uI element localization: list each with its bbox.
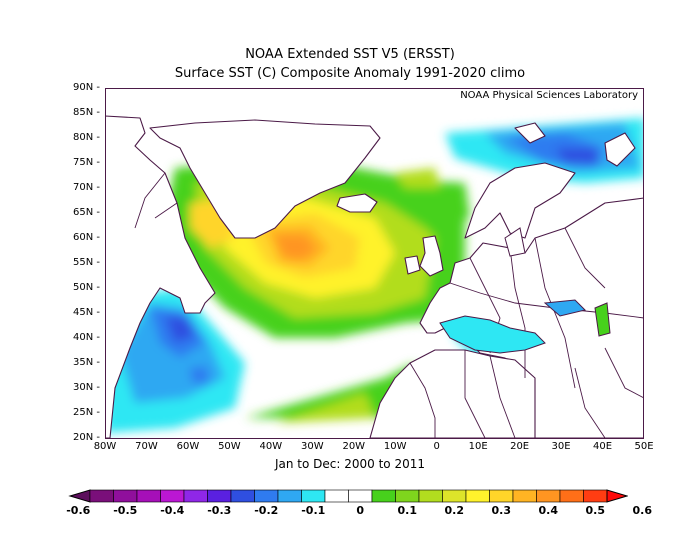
- land-masses: [105, 115, 644, 438]
- svalbard: [514, 122, 546, 144]
- lon-label: 80W: [93, 441, 117, 452]
- colorbar-swatch: [136, 489, 161, 503]
- colorbar-swatch: [465, 489, 490, 503]
- mediterranean-sea: [439, 315, 546, 354]
- colorbar-swatch: [254, 489, 279, 503]
- ireland: [404, 255, 421, 275]
- inland-seas: [439, 227, 611, 354]
- colorbar-swatch: [559, 489, 584, 503]
- colorbar-label: 0.6: [632, 504, 653, 517]
- lat-label: 30N -: [73, 382, 100, 393]
- lon-label: 0: [433, 441, 440, 452]
- lon-label: 60W: [176, 441, 200, 452]
- colorbar-label: -0.5: [113, 504, 138, 517]
- iceland: [336, 193, 378, 213]
- lat-label: 65N -: [73, 207, 100, 218]
- colorbar-swatch: [277, 489, 302, 503]
- colorbar-swatch: [442, 489, 467, 503]
- colorbar-swatch: [371, 489, 396, 503]
- scandinavia: [464, 162, 576, 239]
- lat-label: 85N -: [73, 107, 100, 118]
- lat-label: 55N -: [73, 257, 100, 268]
- black-sea: [543, 299, 586, 317]
- lon-label: 10E: [468, 441, 488, 452]
- map-title: NOAA Extended SST V5 (ERSST): [245, 47, 455, 62]
- great-britain: [419, 235, 444, 277]
- lon-label: 20W: [342, 441, 366, 452]
- novaya-zemlya: [604, 132, 636, 167]
- colorbar-label: 0.4: [538, 504, 559, 517]
- eurasia: [419, 197, 644, 438]
- north-america: [105, 115, 216, 438]
- lat-label: 75N -: [73, 157, 100, 168]
- colorbar-swatch: [160, 489, 185, 503]
- colorbar-swatch: [324, 489, 349, 503]
- lat-label: 20N -: [73, 432, 100, 443]
- colorbar-swatch: [583, 489, 608, 503]
- lon-label: 10W: [383, 441, 407, 452]
- map-subtitle: Surface SST (C) Composite Anomaly 1991-2…: [174, 66, 526, 81]
- period-label: Jan to Dec: 2000 to 2011: [274, 457, 425, 471]
- anomaly-map: [105, 88, 644, 438]
- colorbar: [68, 489, 628, 503]
- colorbar-label: -0.1: [301, 504, 326, 517]
- caspian-sea: [594, 302, 611, 337]
- map-left-border: [105, 88, 106, 439]
- greenland: [149, 119, 381, 239]
- colorbar-label: -0.4: [160, 504, 185, 517]
- colorbar-swatch: [418, 489, 443, 503]
- lon-label: 50W: [218, 441, 241, 452]
- lon-label: 70W: [135, 441, 158, 452]
- colorbar-swatch: [301, 489, 326, 503]
- baltic-sea: [504, 227, 526, 257]
- colorbar-swatch: [89, 489, 114, 503]
- colorbar-under-arrow: [68, 489, 91, 503]
- colorbar-label: 0.1: [397, 504, 418, 517]
- colorbar-swatch: [183, 489, 208, 503]
- lon-label: 30W: [300, 441, 324, 452]
- lat-label: 45N -: [73, 307, 100, 318]
- colorbar-swatch: [348, 489, 373, 503]
- colorbar-label: -0.6: [66, 504, 91, 517]
- colorbar-label: 0.5: [585, 504, 606, 517]
- lat-label: 80N -: [73, 132, 100, 143]
- colorbar-swatch: [395, 489, 420, 503]
- colorbar-swatch: [489, 489, 514, 503]
- lon-label: 30E: [551, 441, 571, 452]
- country-borders: [134, 172, 644, 438]
- map-right-border: [643, 88, 644, 439]
- colorbar-label: -0.2: [254, 504, 279, 517]
- colorbar-swatch: [512, 489, 537, 503]
- map-bottom-border: [105, 438, 644, 439]
- colorbar-label: 0.2: [444, 504, 465, 517]
- colorbar-over-arrow: [606, 489, 628, 503]
- lon-label: 20E: [510, 441, 530, 452]
- colorbar-label: -0.3: [207, 504, 232, 517]
- colorbar-swatch: [230, 489, 255, 503]
- lon-label: 50E: [634, 441, 654, 452]
- map-top-border: [105, 88, 644, 89]
- lat-label: 40N -: [73, 332, 100, 343]
- colorbar-label: 0: [356, 504, 365, 517]
- lat-label: 90N -: [73, 82, 100, 93]
- colorbar-swatch: [113, 489, 138, 503]
- colorbar-swatch: [207, 489, 232, 503]
- colorbar-label: 0.3: [491, 504, 512, 517]
- lon-label: 40E: [593, 441, 613, 452]
- credit-label: NOAA Physical Sciences Laboratory: [458, 90, 640, 101]
- lat-label: 50N -: [73, 282, 100, 293]
- colorbar-swatch: [536, 489, 561, 503]
- lat-label: 25N -: [73, 407, 100, 418]
- lat-label: 70N -: [73, 182, 100, 193]
- lat-label: 35N -: [73, 357, 100, 368]
- lon-label: 40W: [259, 441, 283, 452]
- lat-label: 60N -: [73, 232, 100, 243]
